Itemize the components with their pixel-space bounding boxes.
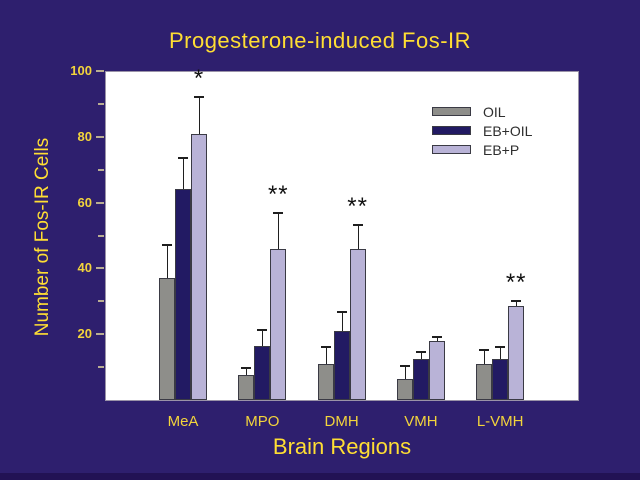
error-bar-cap — [399, 365, 410, 368]
error-bar-cap — [479, 349, 490, 351]
error-bar — [420, 350, 422, 359]
error-bar — [167, 243, 168, 279]
y-tick-major — [96, 135, 104, 138]
bar — [476, 363, 493, 400]
error-bar — [278, 212, 280, 249]
error-bar-cap — [352, 223, 363, 226]
x-category-label: MeA — [167, 413, 199, 430]
x-category-label: L-VMH — [476, 413, 524, 430]
y-tick-major — [96, 201, 104, 204]
bar — [492, 358, 509, 400]
y-tick-major — [96, 70, 104, 72]
error-bar-cap — [241, 367, 252, 370]
y-tick-label: 60 — [77, 194, 92, 210]
x-axis-title: Brain Regions — [272, 434, 412, 459]
bar — [428, 340, 445, 400]
bar — [333, 330, 350, 400]
significance-marker: * — [193, 64, 205, 92]
y-tick-minor — [98, 168, 104, 171]
error-bar — [183, 156, 184, 190]
error-bar-cap — [162, 243, 172, 246]
y-tick-minor — [98, 366, 104, 369]
chart-title: Progesterone-induced Fos-IR — [168, 28, 472, 53]
legend-item-label: OIL — [483, 103, 506, 120]
x-category-label: DMH — [324, 413, 359, 430]
y-tick-label: 100 — [70, 63, 92, 78]
legend-item: EB+P — [432, 140, 532, 159]
bar — [412, 358, 429, 400]
error-bar-cap — [273, 212, 284, 215]
error-bar-cap — [495, 345, 506, 348]
y-tick-minor — [98, 234, 104, 237]
bar — [191, 133, 207, 400]
bar — [254, 345, 271, 400]
bar — [159, 278, 175, 400]
legend: OIL EB+OIL EB+P — [432, 102, 532, 159]
error-bar — [341, 311, 343, 331]
y-tick-label: 80 — [77, 128, 92, 144]
error-bar-cap — [336, 311, 347, 314]
error-bar — [436, 335, 438, 341]
error-bar — [516, 299, 518, 307]
bar — [396, 378, 413, 400]
legend-item: OIL — [432, 102, 532, 121]
legend-swatch — [432, 126, 471, 135]
x-category-label: MPO — [245, 413, 280, 430]
legend-swatch — [432, 107, 471, 116]
bar — [238, 375, 255, 400]
bar — [349, 248, 366, 400]
y-tick-major — [96, 333, 104, 336]
error-bar-cap — [194, 95, 204, 98]
bar — [175, 189, 191, 400]
error-bar-cap — [511, 299, 522, 302]
legend-swatch — [432, 145, 471, 154]
error-bar — [500, 345, 502, 359]
error-bar-cap — [178, 156, 188, 159]
bottom-strip — [0, 473, 640, 480]
error-bar — [199, 95, 200, 134]
y-tick-label: 40 — [77, 260, 92, 276]
error-bar-cap — [431, 335, 442, 338]
error-bar-cap — [257, 329, 268, 332]
x-category-label: VMH — [404, 413, 438, 430]
significance-marker: ** — [505, 268, 527, 296]
error-bar — [262, 329, 264, 346]
legend-item: EB+OIL — [432, 121, 532, 140]
y-tick-minor — [98, 300, 104, 303]
error-bar — [357, 223, 359, 249]
significance-marker: ** — [267, 181, 289, 209]
y-tick-major — [96, 267, 104, 270]
error-bar — [246, 367, 248, 376]
error-bar-cap — [320, 345, 331, 348]
error-bar — [484, 349, 486, 364]
bar — [508, 306, 525, 400]
y-tick-minor — [98, 102, 104, 105]
bar — [270, 248, 287, 400]
y-axis-title: Number of Fos-IR Cells — [32, 137, 53, 337]
significance-marker: ** — [347, 192, 368, 220]
error-bar — [404, 365, 406, 379]
legend-item-label: EB+OIL — [483, 122, 533, 139]
y-tick-label: 20 — [77, 326, 92, 342]
legend-item-label: EB+P — [483, 141, 520, 158]
bar — [317, 363, 334, 400]
error-bar — [325, 345, 327, 364]
error-bar-cap — [415, 350, 426, 353]
